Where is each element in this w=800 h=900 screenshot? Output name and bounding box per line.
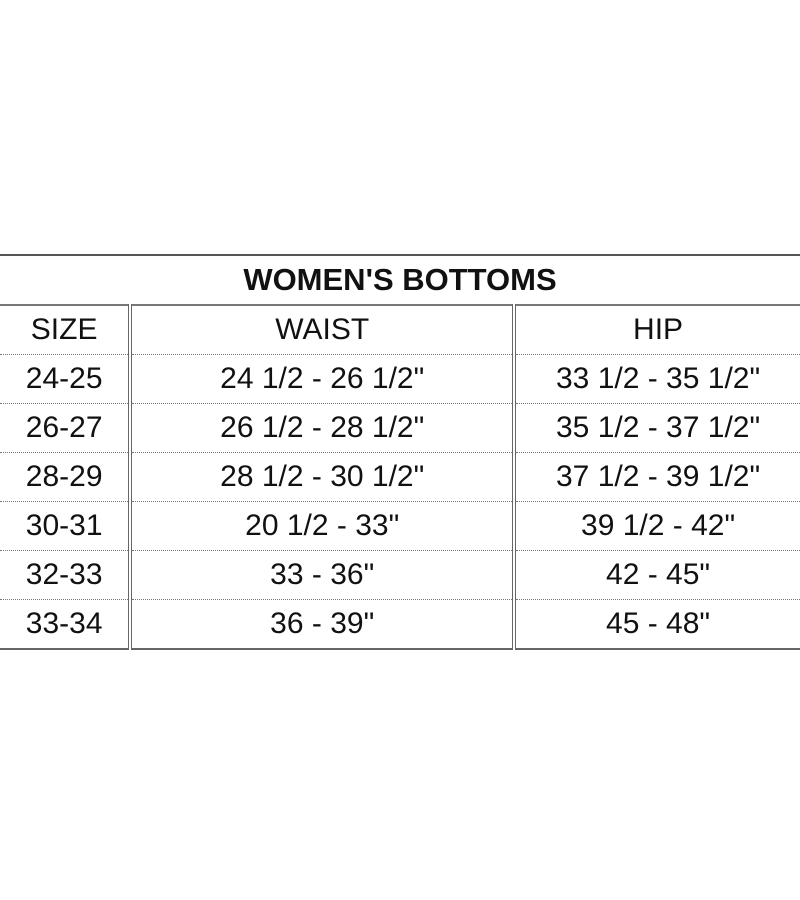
table-title-row: WOMEN'S BOTTOMS — [0, 254, 800, 306]
waist-cell: 24 1/2 - 26 1/2" — [130, 354, 517, 404]
table-row: 28-29 28 1/2 - 30 1/2" 37 1/2 - 39 1/2" — [0, 452, 800, 502]
table-row: 30-31 20 1/2 - 33" 39 1/2 - 42" — [0, 501, 800, 551]
table-title: WOMEN'S BOTTOMS — [0, 254, 800, 306]
hip-cell: 33 1/2 - 35 1/2" — [514, 354, 800, 404]
size-cell: 28-29 — [0, 452, 133, 502]
hip-cell: 45 - 48" — [514, 599, 800, 650]
header-row: SIZE WAIST HIP — [0, 305, 800, 355]
size-chart-table: WOMEN'S BOTTOMS SIZE WAIST HIP 24-25 24 … — [0, 254, 800, 650]
size-cell: 30-31 — [0, 501, 133, 551]
header-waist: WAIST — [130, 305, 517, 355]
table-row: 26-27 26 1/2 - 28 1/2" 35 1/2 - 37 1/2" — [0, 403, 800, 453]
size-cell: 33-34 — [0, 599, 133, 650]
hip-cell: 37 1/2 - 39 1/2" — [514, 452, 800, 502]
waist-cell: 26 1/2 - 28 1/2" — [130, 403, 517, 453]
hip-cell: 39 1/2 - 42" — [514, 501, 800, 551]
hip-cell: 35 1/2 - 37 1/2" — [514, 403, 800, 453]
table-row: 32-33 33 - 36" 42 - 45" — [0, 550, 800, 600]
waist-cell: 36 - 39" — [130, 599, 517, 650]
size-cell: 26-27 — [0, 403, 133, 453]
header-hip: HIP — [514, 305, 800, 355]
waist-cell: 33 - 36" — [130, 550, 517, 600]
size-cell: 32-33 — [0, 550, 133, 600]
table-row: 33-34 36 - 39" 45 - 48" — [0, 599, 800, 650]
hip-cell: 42 - 45" — [514, 550, 800, 600]
table-row: 24-25 24 1/2 - 26 1/2" 33 1/2 - 35 1/2" — [0, 354, 800, 404]
waist-cell: 28 1/2 - 30 1/2" — [130, 452, 517, 502]
waist-cell: 20 1/2 - 33" — [130, 501, 517, 551]
size-cell: 24-25 — [0, 354, 133, 404]
header-size: SIZE — [0, 305, 133, 355]
